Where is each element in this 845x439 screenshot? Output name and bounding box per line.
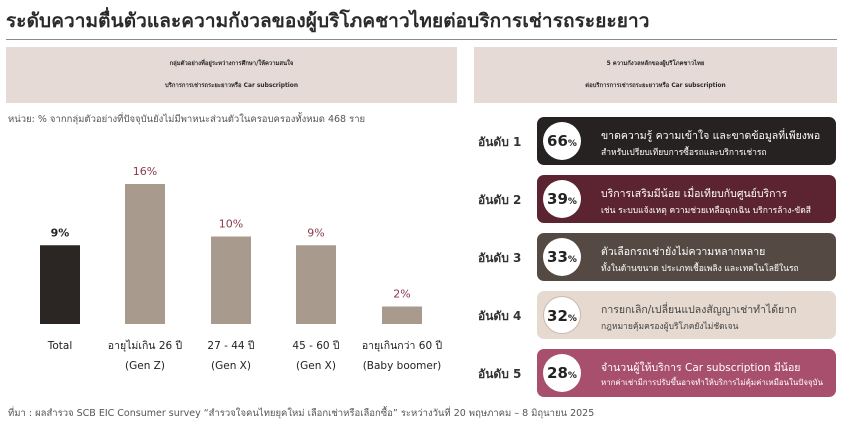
category-sublabel-1: (Gen Z) — [125, 360, 165, 372]
title-divider — [6, 39, 837, 40]
data-label-1: 16% — [133, 165, 157, 178]
concern-rank-1: อันดับ 1 — [478, 135, 522, 149]
concern-percent-badge: 33% — [543, 238, 581, 276]
bar-4 — [382, 306, 422, 324]
concern-title: การยกเลิก/เปลี่ยนแปลงสัญญาเช่าทำได้ยาก — [601, 304, 797, 316]
concern-percent-unit: % — [567, 197, 577, 207]
concern-title: ขาดความรู้ ความเข้าใจ และขาดข้อมูลที่เพี… — [601, 130, 821, 142]
concern-card-2: 39% บริการเสริมมีน้อย เมื่อเทียบกับศูนย์บ… — [537, 175, 836, 223]
concern-percent-unit: % — [567, 255, 577, 265]
category-label-2: 27 - 44 ปี — [207, 339, 255, 352]
concern-card-4: 32% การยกเลิก/เปลี่ยนแปลงสัญญาเช่าทำได้ยา… — [537, 291, 836, 339]
concern-title: ตัวเลือกรถเช่ายังไม่ความหลากหลาย — [601, 246, 766, 258]
concern-rank-3: อันดับ 3 — [478, 251, 522, 265]
concern-rank-5: อันดับ 5 — [478, 367, 522, 381]
right-panel-heading: 5 ความกังวลหลักของผู้บริโภคชาวไทย ต่อบริ… — [474, 47, 837, 103]
age-group-bar-chart: 9% Total 16% อายุไม่เกิน 26 ปี (Gen Z) 10% 27 … — [40, 165, 443, 372]
data-label-4: 2% — [393, 288, 410, 301]
concern-title: จำนวนผู้ให้บริการ Car subscription มีน้อ… — [601, 362, 801, 374]
concern-percent-value: 32 — [547, 307, 568, 325]
concern-rank-2: อันดับ 2 — [478, 193, 522, 207]
concern-percent-badge: 39% — [543, 180, 581, 218]
bar-0 — [40, 245, 80, 324]
unit-note: หน่วย: % จากกลุ่มตัวอย่างที่ปัจจุบันยังไ… — [8, 114, 366, 125]
category-label-0: Total — [47, 340, 73, 352]
concern-card-5: 28% จำนวนผู้ให้บริการ Car subscription มี… — [537, 349, 836, 397]
concern-percent-value: 33 — [547, 248, 568, 266]
concern-percent-unit: % — [567, 139, 577, 149]
bar-3 — [296, 245, 336, 324]
page-title: ระดับความตื่นตัวและความกังวลของผู้บริโภค… — [6, 10, 650, 32]
concern-percent-value: 66 — [547, 132, 568, 150]
concern-percent-badge: 32% — [543, 296, 581, 334]
data-label-2: 10% — [219, 218, 243, 231]
right-heading-line2: ต่อบริการการเช่ารถระยะยาวหรือ Car subscr… — [585, 83, 726, 89]
concern-detail: สำหรับเปรียบเทียบการซื้อรถและบริการเช่าร… — [601, 148, 767, 158]
category-sublabel-3: (Gen X) — [296, 360, 336, 372]
data-label-0: 9% — [51, 226, 70, 239]
left-heading-line2: บริการการเช่ารถระยะยาวหรือ Car subscript… — [164, 83, 299, 89]
left-panel-heading: กลุ่มตัวอย่างที่อยู่ระหว่างการศึกษา/ให้ค… — [6, 47, 457, 103]
left-heading-line1: กลุ่มตัวอย่างที่อยู่ระหว่างการศึกษา/ให้ค… — [169, 61, 294, 67]
concern-percent-badge: 28% — [543, 354, 581, 392]
category-sublabel-2: (Gen X) — [211, 360, 251, 372]
concern-percent-value: 28 — [547, 364, 568, 382]
concern-card-3: 33% ตัวเลือกรถเช่ายังไม่ความหลากหลายทั้งใ… — [537, 233, 836, 281]
right-heading-line1: 5 ความกังวลหลักของผู้บริโภคชาวไทย — [606, 61, 705, 67]
category-sublabel-4: (Baby boomer) — [363, 360, 442, 372]
bar-1 — [125, 184, 165, 324]
bar-2 — [211, 236, 251, 324]
source-note: ที่มา : ผลสำรวจ SCB EIC Consumer survey … — [8, 408, 595, 419]
concern-percent-unit: % — [567, 371, 577, 381]
concern-detail: หากค่าเช่ามีการปรับขึ้นอาจทำให้บริการไม่… — [601, 378, 823, 387]
category-label-4: อายุเกินกว่า 60 ปี — [362, 339, 443, 352]
concern-percent-unit: % — [567, 314, 577, 324]
category-label-3: 45 - 60 ปี — [292, 339, 340, 352]
category-label-1: อายุไม่เกิน 26 ปี — [108, 339, 183, 352]
concern-card-1: 66% ขาดความรู้ ความเข้าใจ และขาดข้อมูลที่… — [537, 117, 836, 165]
concern-rank-4: อันดับ 4 — [478, 309, 522, 323]
concern-detail: เช่น ระบบแจ้งเหตุ ความช่วยเหลือฉุกเฉิน บ… — [601, 206, 811, 216]
concern-detail: กฎหมายคุ้มครองผู้บริโภคยังไม่ชัดเจน — [601, 322, 739, 332]
data-label-3: 9% — [307, 226, 324, 239]
concern-percent-value: 39 — [547, 190, 568, 208]
concern-percent-badge: 66% — [543, 122, 581, 160]
concern-detail: ทั้งในด้านขนาด ประเภทเชื้อเพลิง และเทคโน… — [601, 264, 799, 274]
concern-title: บริการเสริมมีน้อย เมื่อเทียบกับศูนย์บริก… — [601, 188, 788, 200]
